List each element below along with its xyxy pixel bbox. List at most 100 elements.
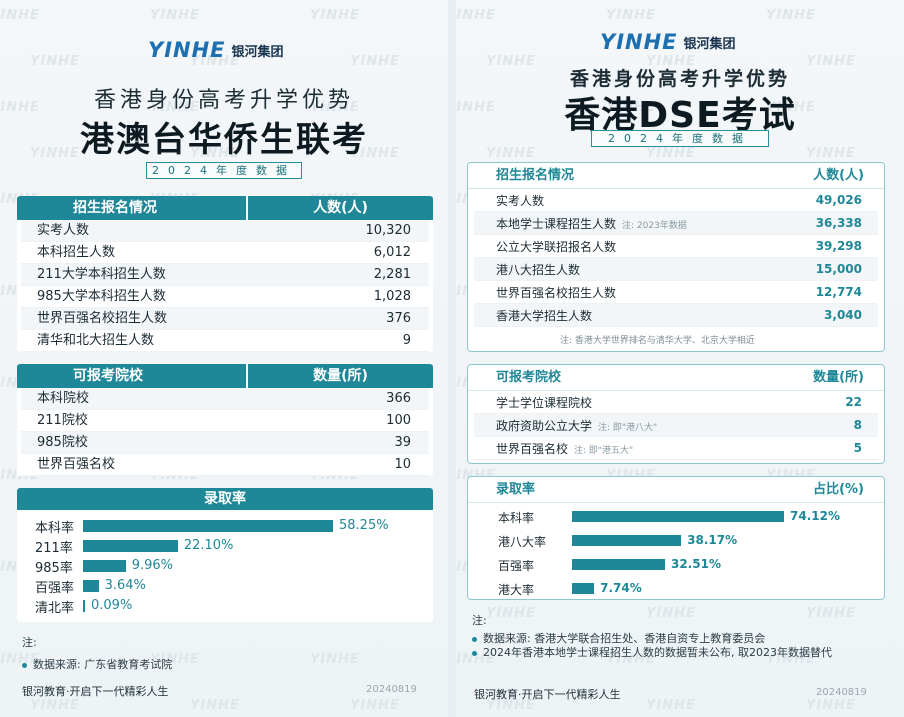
notes-label: 注:: [472, 614, 487, 627]
watermark-text: YINHE: [350, 146, 400, 161]
row-value: 15,000: [815, 262, 862, 276]
rate-row: 清北率 0.09%: [17, 596, 433, 616]
row-label: 世界百强名校: [37, 457, 116, 472]
watermark-text: YINHE: [806, 54, 856, 69]
row-value: 376: [386, 311, 411, 326]
rate-bar-area: 9.96%: [77, 556, 433, 576]
enroll-row: 本科招生人数 6,012: [21, 242, 429, 264]
row-label-cell: 世界百强名校 注: 即"港五大": [474, 440, 768, 457]
row-label: 本科院校: [37, 391, 90, 406]
enroll-table: 招生报名情况 人数(人) 实考人数 49,026 本地学士课程招生人数 注: 2023…: [467, 162, 885, 352]
row-value: 39,298: [815, 239, 862, 253]
rate-bar: [83, 540, 178, 552]
row-label: 本科招生人数: [37, 245, 116, 260]
schools-table: 可报考院校 数量(所) 学士学位课程院校 22 政府资助公立大学 注: 即"港八大" 8…: [467, 364, 885, 464]
rate-row: 211率 22.10%: [17, 536, 433, 556]
watermark-text: YINHE: [456, 652, 496, 667]
watermark-text: YINHE: [486, 698, 536, 713]
row-label: 211院校: [37, 413, 88, 428]
row-value: 36,338: [815, 216, 862, 230]
rates-table: 录取率 占比(%) 本科率 74.12% 港八大率 38.17% 百强率 32.51% 港大…: [467, 476, 885, 600]
watermark-text: YINHE: [0, 100, 40, 115]
rate-value: 32.51%: [670, 557, 721, 571]
enroll-row: 香港大学招生人数 3,040: [474, 304, 878, 327]
rate-row: 本科率 58.25%: [17, 516, 433, 536]
rate-label: 本科率: [35, 520, 75, 536]
date-stamp: 20240819: [366, 684, 417, 695]
rate-bar-area: 32.51%: [548, 553, 884, 577]
watermark-text: YINHE: [190, 54, 240, 69]
row-value: 3,040: [824, 308, 862, 322]
header-cell: 招生报名情况: [17, 196, 248, 220]
row-note: 注: 即"港五大": [574, 445, 634, 456]
school-row: 学士学位课程院校 22: [474, 391, 878, 414]
watermark-text: YINHE: [606, 100, 656, 115]
rate-row: 本科率 74.12%: [468, 505, 884, 529]
watermark-text: YINHE: [190, 698, 240, 713]
enroll-row: 世界百强名校招生人数 12,774: [474, 281, 878, 304]
rates-header: 录取率 占比(%): [468, 477, 884, 503]
watermark-text: YINHE: [486, 606, 536, 621]
school-row: 本科院校 366: [21, 388, 429, 410]
rate-value: 38.17%: [687, 533, 738, 547]
enroll-row: 公立大学联招报名人数 39,298: [474, 235, 878, 258]
rate-label: 211率: [35, 540, 73, 556]
enroll-row: 实考人数 10,320: [21, 220, 429, 242]
rate-row: 百强率 32.51%: [468, 553, 884, 577]
watermark-text: YINHE: [310, 100, 360, 115]
row-value: 6,012: [373, 245, 411, 260]
rate-bar: [572, 535, 682, 546]
row-label: 世界百强名校: [496, 441, 569, 456]
row-value: 49,026: [815, 193, 862, 207]
row-label: 世界百强名校招生人数: [496, 285, 617, 300]
row-label-cell: 学士学位课程院校: [474, 394, 768, 411]
row-note: 注: 即"港八大": [598, 422, 658, 433]
note-item: 数据来源: 广东省教育考试院: [22, 656, 172, 672]
rate-label: 本科率: [498, 510, 535, 525]
left-panel: YINHE YINHE YINHE YINHE YINHE YINHE YINHE YINHE…: [0, 0, 448, 717]
rate-row: 985率 9.96%: [17, 556, 433, 576]
row-label: 学士学位课程院校: [496, 395, 593, 410]
watermark-text: YINHE: [150, 8, 200, 23]
note-item: 2024年香港本地学士课程招生人数的数据暂未公布, 取2023年数据替代: [472, 646, 892, 660]
watermark-text: YINHE: [310, 652, 360, 667]
enroll-row: 985大学本科招生人数 1,028: [21, 286, 429, 308]
rate-bar: [572, 559, 665, 570]
header-cell: 占比(%): [813, 482, 864, 497]
schools-table: 可报考院校 数量(所) 本科院校 366 211院校 100 985院校 39 世界百强名校…: [17, 364, 433, 476]
enroll-table: 招生报名情况 人数(人) 实考人数 10,320 本科招生人数 6,012 211大学本…: [17, 196, 433, 352]
row-value: 12,774: [815, 285, 862, 299]
row-label-cell: 香港大学招生人数: [474, 307, 768, 324]
enroll-footnote: 注: 香港大学世界排名与清华大学、北京大学相近: [560, 336, 755, 346]
row-label: 政府资助公立大学: [496, 418, 593, 433]
row-label: 公立大学联招报名人数: [496, 239, 617, 254]
enroll-row: 世界百强名校招生人数 376: [21, 308, 429, 330]
subtitle: 香港身份高考升学优势: [93, 88, 354, 113]
row-label: 本地学士课程招生人数: [496, 216, 617, 231]
watermark-text: YINHE: [806, 606, 856, 621]
row-label: 香港大学招生人数: [496, 308, 593, 323]
rate-value: 3.64%: [104, 578, 146, 593]
subtitle: 香港身份高考升学优势: [569, 68, 790, 90]
rate-value: 7.74%: [600, 581, 642, 595]
watermark-text: YINHE: [646, 146, 696, 161]
header-cell: 招生报名情况: [496, 168, 575, 183]
row-label: 985院校: [37, 435, 88, 450]
row-note: 注: 2023年数据: [622, 220, 687, 231]
enroll-table-header: 招生报名情况 人数(人): [17, 196, 433, 220]
rate-bar-area: 0.09%: [77, 596, 433, 616]
row-value: 8: [853, 418, 862, 432]
row-label: 实考人数: [37, 223, 90, 238]
row-value: 39: [394, 435, 411, 450]
rate-row: 港八大率 38.17%: [468, 529, 884, 553]
header-cell: 可报考院校: [17, 364, 248, 388]
school-row: 政府资助公立大学 注: 即"港八大" 8: [474, 414, 878, 437]
row-value: 10,320: [365, 223, 412, 238]
note-item: 数据来源: 香港大学联合招生处、香港自资专上教育委员会: [472, 632, 892, 646]
year-label: 2024年度数据: [591, 130, 769, 147]
header-cell: 可报考院校: [496, 370, 562, 385]
rate-value: 74.12%: [790, 509, 840, 523]
watermark-text: YINHE: [30, 146, 80, 161]
header-cell: 人数(人): [813, 168, 864, 183]
school-row: 世界百强名校 注: 即"港五大" 5: [474, 437, 878, 460]
